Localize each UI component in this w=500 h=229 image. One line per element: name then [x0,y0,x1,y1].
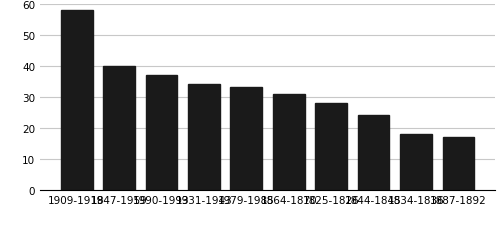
Bar [400,134,432,190]
Bar [103,66,135,190]
Bar [60,11,92,190]
Bar [146,76,178,190]
Bar [188,85,220,190]
Bar [442,137,474,190]
Bar [315,104,347,190]
Bar [230,88,262,190]
Bar [358,116,390,190]
Bar [273,94,304,190]
